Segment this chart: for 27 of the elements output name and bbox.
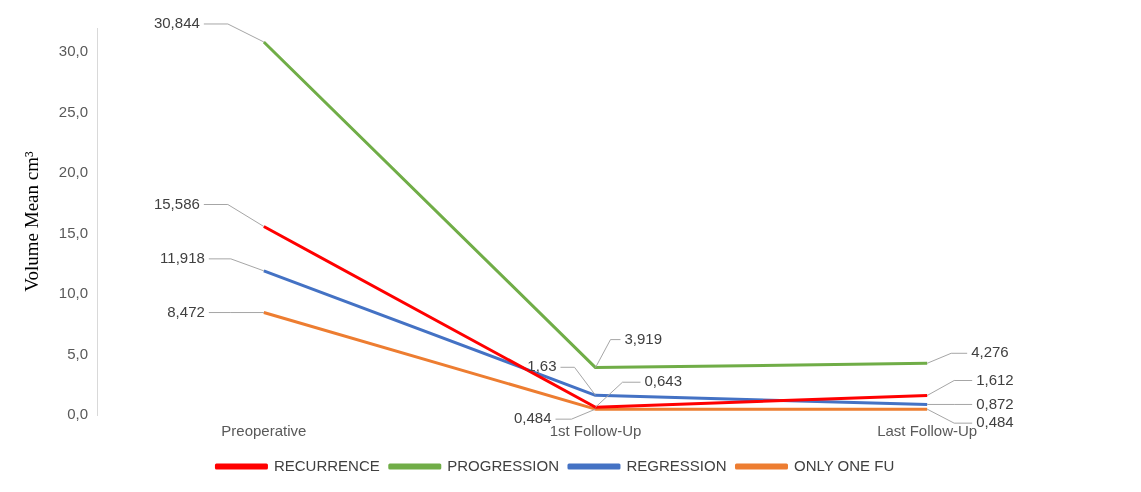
data-label: 0,872 [976,394,1014,412]
data-label: 0,643 [644,372,683,390]
data-label: 1,612 [976,370,1014,388]
legend-label: RECURRENCE [273,456,380,474]
legend-label: PROGRESSION [447,456,559,474]
x-tick-label: 1st Follow-Up [549,422,642,440]
data-label: 0,484 [976,413,1014,431]
y-tick-label: 25,0 [58,102,88,120]
legend-label: ONLY ONE FU [793,456,895,474]
y-tick-label: 30,0 [58,42,88,60]
data-label: 30,844 [153,14,200,32]
x-tick-label: Last Follow-Up [877,422,978,440]
data-label: 4,276 [971,343,1009,361]
legend-label: REGRESSION [626,456,727,474]
y-tick-label: 0,0 [67,405,88,423]
data-label: 3,919 [624,329,663,347]
y-axis-title: Volume Mean cm³ [21,150,43,292]
y-tick-label: 15,0 [58,223,88,241]
data-label: 1,63 [527,357,557,375]
data-label: 15,586 [153,194,200,212]
y-tick-label: 10,0 [58,284,88,302]
x-tick-label: Preoperative [221,422,307,440]
y-tick-label: 20,0 [58,163,88,181]
data-label: 11,918 [160,249,205,267]
y-tick-label: 5,0 [67,344,88,362]
data-label: 0,484 [513,409,552,427]
data-label: 8,472 [167,302,205,320]
